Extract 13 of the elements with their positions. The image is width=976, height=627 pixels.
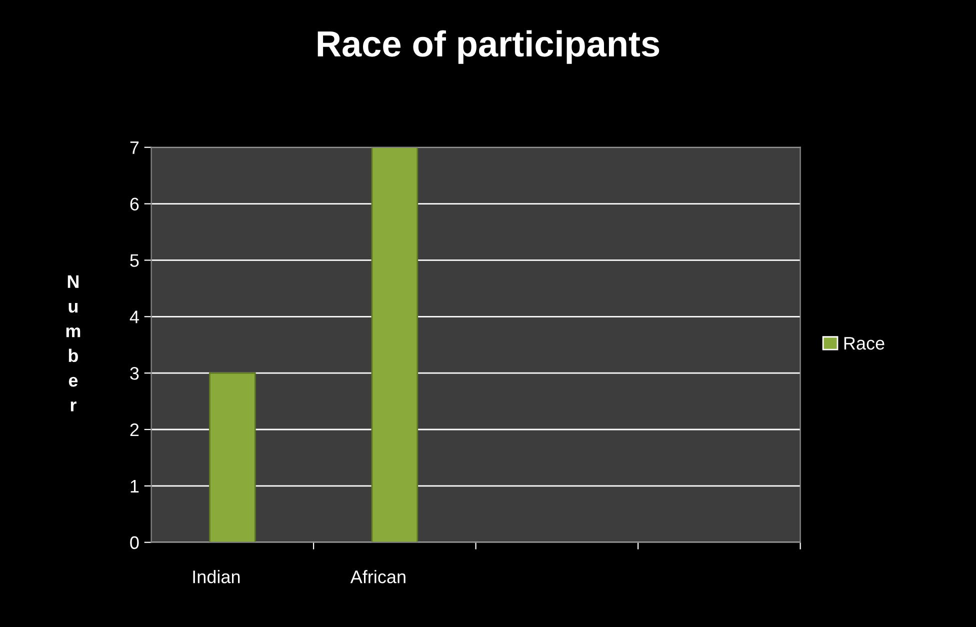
y-tick-label: 5 bbox=[130, 254, 139, 267]
y-tick-label: 2 bbox=[130, 423, 139, 436]
x-tick-label: African bbox=[350, 570, 406, 584]
legend-label: Race bbox=[844, 337, 884, 350]
chart-title: Race of participants bbox=[318, 30, 660, 64]
y-tick-label: 7 bbox=[130, 141, 139, 154]
x-tick-label: Indian bbox=[193, 570, 240, 584]
y-tick-label: 3 bbox=[130, 367, 139, 380]
y-tick-label: 0 bbox=[130, 536, 139, 550]
y-axis-title: Number bbox=[66, 275, 80, 412]
y-tick-label: 4 bbox=[130, 310, 139, 324]
y-tick-label: 6 bbox=[130, 198, 139, 210]
y-tick-label: 1 bbox=[130, 480, 139, 492]
